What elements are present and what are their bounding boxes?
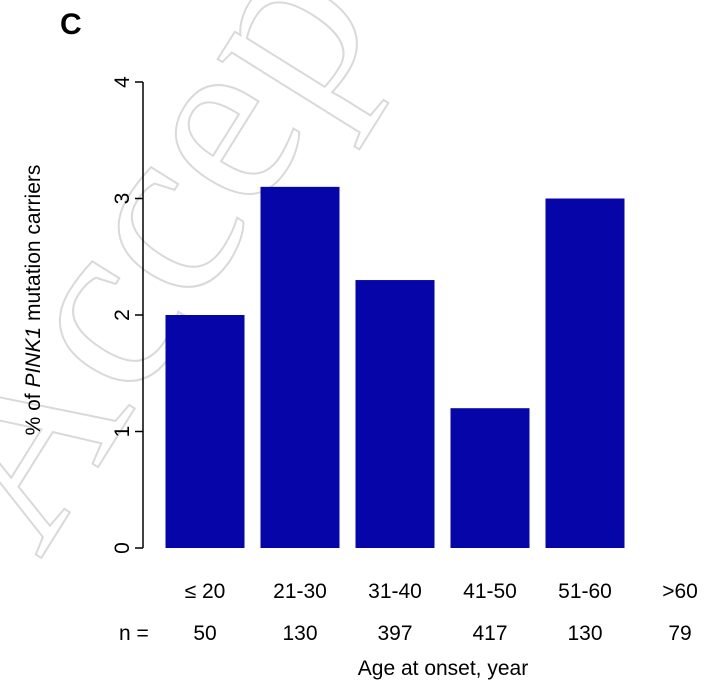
y-tick-label-0: 0 [111, 542, 134, 554]
y-tick-label-3: 3 [111, 193, 134, 205]
x-tick-label-2: 31-40 [368, 580, 422, 603]
x-tick-label-0: ≤ 20 [185, 580, 226, 603]
n-value-4: 130 [567, 622, 602, 645]
bar-0 [165, 315, 245, 548]
y-tick-label-1: 1 [111, 426, 134, 438]
x-tick-label-1: 21-30 [273, 580, 327, 603]
n-value-3: 417 [472, 622, 507, 645]
y-tick-label-4: 4 [111, 76, 134, 88]
x-tick-label-5: >60 [662, 580, 698, 603]
y-axis-label: % of PINK1 mutation carriers [22, 165, 45, 436]
panel-label: C [60, 8, 82, 41]
y-axis-label-suffix: mutation carriers [22, 165, 45, 327]
bar-2 [355, 280, 435, 548]
bars [165, 186, 625, 548]
n-value-1: 130 [282, 622, 317, 645]
y-axis-label-gene: PINK1 [22, 327, 45, 388]
n-value-2: 397 [377, 622, 412, 645]
y-tick-label-2: 2 [111, 309, 134, 321]
n-value-0: 50 [193, 622, 216, 645]
bar-1 [260, 186, 340, 548]
bar-4 [545, 198, 625, 548]
x-tick-label-4: 51-60 [558, 580, 612, 603]
n-value-5: 79 [668, 622, 691, 645]
y-axis-label-prefix: % of [22, 388, 45, 436]
y-ticks: 0 1 2 3 4 [111, 76, 143, 554]
x-tick-labels: ≤ 20 21-30 31-40 41-50 51-60 >60 [185, 580, 698, 603]
n-label: n = [119, 622, 149, 645]
x-axis-label: Age at onset, year [358, 657, 528, 680]
n-values: 50 130 397 417 130 79 [193, 622, 691, 645]
x-tick-label-3: 41-50 [463, 580, 517, 603]
bar-3 [450, 408, 530, 548]
